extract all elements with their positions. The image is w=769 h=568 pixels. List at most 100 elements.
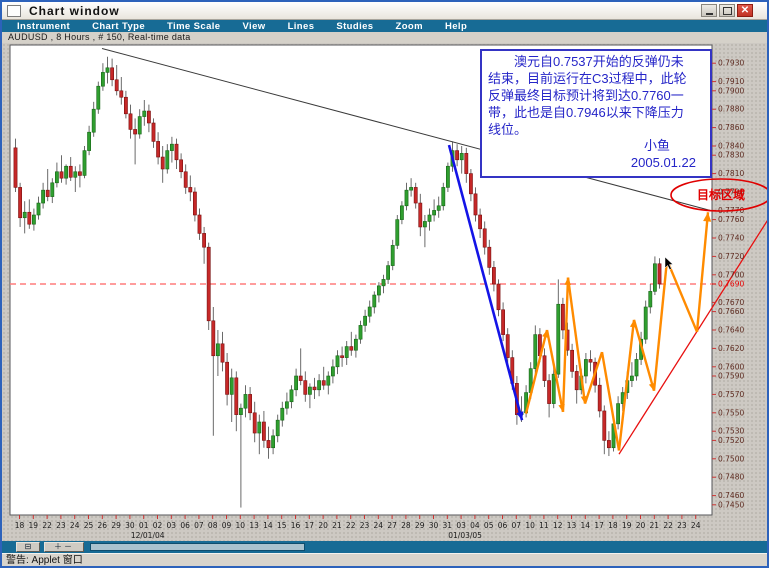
candle-up: [367, 306, 372, 317]
zoom-in-out-button[interactable]: ＋－: [44, 542, 84, 552]
candle-up: [381, 279, 386, 287]
menu-item-chart-type[interactable]: Chart Type: [92, 20, 146, 32]
candle-up: [289, 389, 294, 403]
candle-down: [657, 263, 662, 285]
candle-down: [59, 171, 64, 179]
candle-down: [18, 187, 23, 219]
candle-up: [216, 343, 220, 357]
x-axis-label: 12: [553, 521, 563, 530]
window-title: Chart window: [29, 3, 120, 18]
candle-down: [114, 79, 119, 92]
candle-down: [78, 171, 82, 176]
candle-up: [441, 187, 446, 207]
analyst-signature: 小鱼: [643, 138, 670, 154]
candle-up: [335, 355, 340, 368]
candle-up: [257, 421, 262, 434]
x-axis-label: 10: [236, 521, 246, 530]
candle-down: [206, 246, 211, 322]
x-axis: 18 19 22 23 24 25 26 29 30 01 02 03 06 07 08 09 10 13 14 15…: [15, 515, 701, 540]
arrowhead: [516, 411, 524, 421]
candle-up: [101, 72, 105, 87]
candle-up: [330, 366, 335, 377]
chart-region: 0.7930 0.7910 0.7900 0.7880 0.7860 0.7840 0.78…: [2, 43, 767, 541]
y-axis-label: 0.7910: [718, 77, 744, 86]
candle-up: [41, 189, 46, 204]
candle-down: [473, 193, 478, 216]
scrollbar-track[interactable]: [90, 543, 305, 551]
menu-item-view[interactable]: View: [242, 20, 266, 32]
candle-down: [588, 359, 593, 363]
x-axis-label: 10: [525, 521, 535, 530]
y-axis: 0.79300.79100.79000.78800.78600.78400.78…: [712, 59, 744, 509]
x-axis-label: 18: [15, 521, 25, 530]
candle-up: [22, 211, 27, 219]
y-axis-label: 0.7460: [718, 491, 744, 500]
candle-down: [119, 90, 124, 98]
target-area-ellipse: 目标区域: [670, 178, 767, 212]
candle-up: [459, 153, 464, 161]
candle-up: [54, 171, 59, 184]
close-button[interactable]: ✕: [737, 4, 753, 17]
candle-up: [616, 403, 621, 425]
menu-item-time-scale[interactable]: Time Scale: [167, 20, 221, 32]
chart-info-text: AUDUSD , 8 Hours , # 150, Real-time data: [2, 32, 767, 43]
y-axis-label: 0.7620: [718, 344, 744, 353]
minimize-button[interactable]: [701, 4, 717, 17]
candle-down: [124, 96, 128, 115]
descending-trendline: [101, 47, 711, 211]
y-axis-label: 0.7500: [718, 454, 744, 463]
minimize-icon: [705, 12, 713, 15]
candle-down: [570, 349, 575, 372]
candle-down: [248, 394, 253, 414]
candle-up: [73, 171, 78, 178]
y-axis-label: 0.7550: [718, 408, 744, 417]
y-axis-label: 0.7760: [718, 215, 744, 224]
candle-up: [31, 214, 36, 225]
candle-down: [160, 156, 165, 170]
candle-down: [266, 440, 271, 449]
menu-item-help[interactable]: Help: [444, 20, 468, 32]
candle-up: [239, 407, 243, 415]
menu-item-zoom[interactable]: Zoom: [395, 20, 423, 32]
menu-item-lines[interactable]: Lines: [287, 20, 315, 32]
candle-up: [243, 394, 248, 409]
y-axis-label: 0.7880: [718, 105, 744, 114]
x-axis-label: 07: [512, 521, 522, 530]
y-axis-label: 0.7790: [718, 188, 744, 197]
candle-up: [376, 285, 381, 296]
candle-up: [533, 334, 538, 369]
candle-up: [64, 165, 69, 179]
analysis-text: 澳元自0.7537开始的反弹仍未 结束，目前运行在C3过程中，此轮 反弹最终目标…: [488, 54, 687, 137]
y-axis-label: 0.7700: [718, 270, 744, 279]
candle-down: [574, 371, 579, 391]
menu-item-instrument[interactable]: Instrument: [17, 20, 71, 32]
y-axis-label: 0.7720: [718, 252, 744, 261]
orange-zigzag-segment: [583, 351, 604, 404]
scroll-mode-button[interactable]: ⊟: [16, 542, 40, 552]
y-axis-label: 0.7740: [718, 234, 744, 243]
candle-up: [82, 150, 87, 176]
candle-up: [142, 110, 147, 117]
candle-down: [496, 283, 501, 311]
x-axis-label: 04: [470, 521, 480, 530]
x-axis-label: 21: [650, 521, 660, 530]
status-bar: 警告: Applet 窗口: [2, 553, 767, 566]
y-axis-label: 0.7570: [718, 390, 744, 399]
candle-up: [165, 150, 170, 170]
candle-down: [312, 386, 317, 391]
menu-item-studies[interactable]: Studies: [336, 20, 374, 32]
candle-up: [170, 143, 174, 151]
candle-down: [303, 380, 308, 395]
candle-up: [275, 419, 280, 437]
window-controls: ✕: [701, 4, 753, 17]
restore-button[interactable]: [719, 4, 735, 17]
y-axis-label: 0.7860: [718, 123, 744, 132]
analysis-date: 2005.01.22: [630, 155, 696, 171]
candle-down: [464, 153, 469, 174]
x-axis-label: 23: [677, 521, 687, 530]
x-axis-label: 24: [691, 521, 701, 530]
y-axis-label: 0.7900: [718, 86, 744, 95]
x-axis-label: 06: [498, 521, 508, 530]
menu-bar: Instrument Chart Type Time Scale View Lines S…: [2, 20, 767, 32]
window-icon: [7, 4, 21, 17]
